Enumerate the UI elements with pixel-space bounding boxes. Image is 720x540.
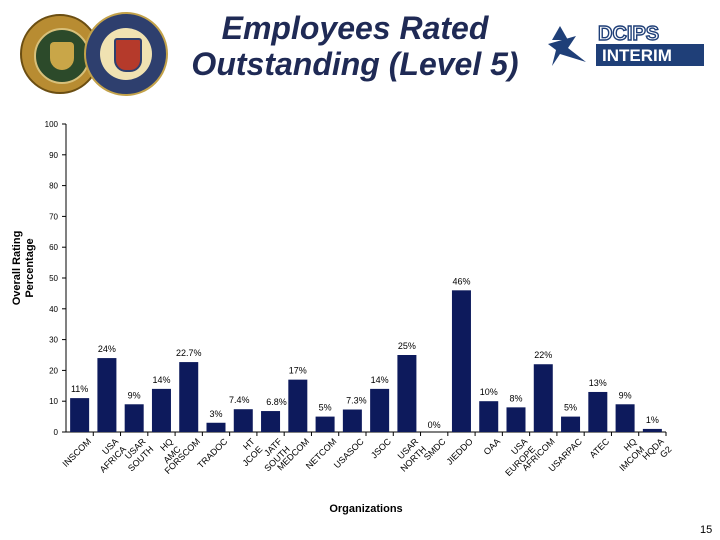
bar	[233, 409, 253, 432]
bar	[206, 422, 226, 432]
x-tick-label: HQDAG2	[640, 436, 673, 469]
x-tick-label: USAAFRICA	[90, 436, 128, 474]
x-tick-label: HTJCOE	[233, 436, 265, 468]
y-tick-label: 30	[49, 336, 58, 345]
data-label: 1%	[646, 415, 659, 425]
data-label: 24%	[98, 344, 116, 354]
x-tick-label: JSOC	[369, 436, 393, 460]
data-label: 8%	[509, 393, 522, 403]
data-labels: 11% 24% 9% 14% 22.7% 3% 7.4% 6.8% 17% 5% 7.3% 14% 25…	[71, 276, 659, 430]
bars	[70, 290, 662, 432]
y-tick-label: 60	[49, 243, 58, 252]
slide-title: Employees Rated Outstanding (Level 5)	[150, 10, 560, 82]
data-label: 14%	[152, 375, 170, 385]
bar	[315, 416, 335, 432]
bar	[97, 358, 117, 432]
data-label: 46%	[452, 276, 470, 286]
y-tick-label: 20	[49, 366, 58, 375]
bar	[642, 428, 662, 432]
bar	[261, 411, 281, 432]
y-tick-label: 80	[49, 182, 58, 191]
y-axis-label-line-1: Overall Rating	[11, 231, 23, 306]
bar	[342, 409, 362, 432]
y-tick-label: 100	[45, 120, 59, 129]
data-label: 10%	[480, 387, 498, 397]
bar	[397, 355, 417, 432]
title-line-1: Employees Rated	[221, 10, 489, 46]
bar	[288, 379, 308, 432]
x-axis-label: Organizations	[329, 503, 402, 515]
x-tick-label: JIEDDO	[444, 436, 474, 466]
data-label: 3%	[209, 409, 222, 419]
bar	[370, 388, 390, 432]
bar	[506, 407, 526, 432]
bar	[124, 404, 144, 432]
data-label: 22.7%	[176, 348, 202, 358]
bar	[479, 401, 499, 432]
x-tick-label: OAA	[482, 436, 503, 457]
bar	[451, 290, 471, 432]
data-label: 11%	[71, 384, 88, 394]
data-label: 7.3%	[346, 396, 367, 406]
bar	[70, 398, 90, 432]
data-label: 5%	[319, 403, 332, 413]
y-tick-label: 10	[49, 397, 58, 406]
x-tick-label: INSCOM	[61, 436, 94, 469]
data-label: 7.4%	[229, 395, 250, 405]
x-tick-label: TRADOC	[195, 436, 229, 470]
data-label: 17%	[289, 366, 307, 376]
data-label: 5%	[564, 403, 577, 413]
air-force-seal	[84, 12, 168, 96]
data-label: 0%	[428, 420, 441, 430]
y-tick-label: 90	[49, 151, 58, 160]
data-label: 9%	[619, 390, 632, 400]
data-label: 25%	[398, 341, 416, 351]
bar	[151, 388, 171, 432]
bar	[533, 364, 553, 432]
y-tick-label: 40	[49, 305, 58, 314]
x-tick-label: USASOC	[332, 436, 366, 470]
dcips-interim-logo: DCIPS INTERIM	[548, 22, 704, 66]
data-label: 9%	[128, 390, 141, 400]
page-number: 15	[700, 524, 713, 536]
y-tick-label: 70	[49, 212, 58, 221]
logo-text-interim: INTERIM	[602, 46, 672, 65]
title-line-2: Outstanding (Level 5)	[191, 46, 519, 82]
y-tick-label: 50	[49, 274, 58, 283]
logo-text-dcips: DCIPS	[598, 23, 659, 45]
x-tick-label: USARSOUTH	[118, 436, 155, 473]
bar	[615, 404, 635, 432]
bar	[588, 391, 608, 432]
bar	[561, 416, 581, 432]
y-tick-label: 0	[54, 428, 59, 437]
y-axis-label-line-2: Percentage	[24, 238, 36, 297]
x-tick-label: ATEC	[588, 436, 612, 460]
bar	[179, 362, 199, 432]
data-label: 6.8%	[266, 397, 287, 407]
data-label: 13%	[589, 378, 607, 388]
data-label: 22%	[534, 350, 552, 360]
data-label: 14%	[371, 375, 389, 385]
